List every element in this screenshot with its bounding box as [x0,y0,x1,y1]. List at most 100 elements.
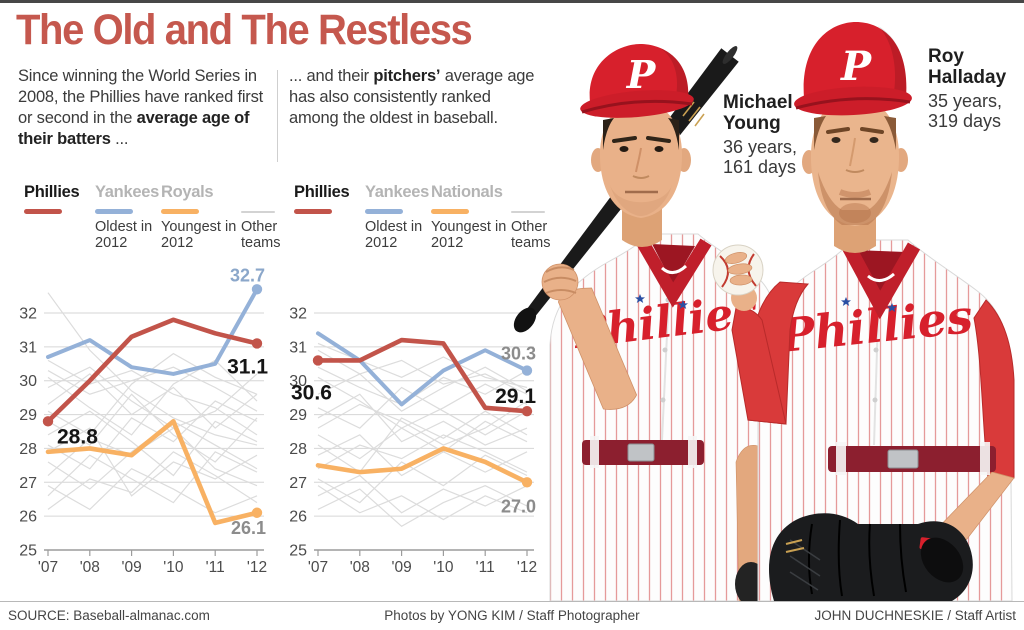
intro-right-bold: pitchers’ [373,67,441,85]
svg-text:'12: '12 [517,559,537,576]
legend-team-label: Nationals [431,183,503,201]
undershirt [854,250,906,296]
legend-note: Oldest in 2012 [95,219,153,252]
swoosh-icon [867,272,895,282]
svg-text:26.1: 26.1 [231,518,266,538]
svg-text:30.6: 30.6 [291,381,332,404]
artist-credit: JOHN DUCHNESKIE / Staff Artist [814,608,1016,623]
batters-chart: 25 26 27 28 29 30 31 32 '07 '08 '09 '10 '11 '12 28.8 31… [19,265,268,576]
baseball-glove-icon [769,513,973,601]
intro-right-part1: ... and their [289,67,374,85]
svg-text:'09: '09 [121,559,141,576]
legend-line-swatch [294,209,332,214]
legend-line-swatch [161,209,199,214]
intro-left-part1: Since winning the World Series in 2008, … [18,67,264,127]
undershirt [652,244,695,284]
batters-legend: Phillies Yankees Oldest in 2012 Royals Y… [24,183,293,251]
svg-text:29: 29 [289,407,307,424]
svg-text:30: 30 [19,373,37,390]
svg-text:31: 31 [289,339,307,356]
svg-text:'08: '08 [80,559,100,576]
legend-item: Other teams [241,183,293,251]
pitchers-legend: Phillies Yankees Oldest in 2012 National… [294,183,563,251]
legend-note: Youngest in 2012 [161,219,237,252]
svg-text:28.8: 28.8 [57,425,98,448]
source-credit: SOURCE: Baseball-almanac.com [8,608,210,623]
svg-text:26: 26 [19,509,37,526]
intro-batters-text: Since winning the World Series in 2008, … [18,66,270,150]
intro-pitchers-text: ... and their pitchers’ average age has … [289,66,537,129]
collar-trim [839,238,921,320]
legend-team-label: Yankees [95,183,159,201]
legend-item: Phillies [294,183,365,251]
cap-letter: P [840,43,873,90]
svg-text:25: 25 [289,543,307,560]
svg-text:'10: '10 [433,559,454,576]
svg-text:'11: '11 [476,559,495,576]
cap-letter: P [626,52,657,97]
legend-team-label: Royals [161,183,214,201]
legend-item: Phillies [24,183,95,251]
phillies-cap-icon: P [580,44,694,118]
legend-line-swatch [365,209,403,214]
halladay-ball-arm [712,244,810,425]
svg-text:30.3: 30.3 [501,344,536,364]
legend-item: Yankees Oldest in 2012 [365,183,431,251]
svg-text:31.1: 31.1 [227,355,268,378]
legend-item: Yankees Oldest in 2012 [95,183,161,251]
belt [582,436,704,468]
svg-text:'12: '12 [247,559,267,576]
svg-text:25: 25 [19,543,37,560]
svg-text:32: 32 [289,306,307,323]
phillies-cap-icon: P [794,22,912,116]
young-fist [541,263,579,301]
legend-note: Oldest in 2012 [365,219,423,252]
footer-rule [0,601,1024,602]
svg-text:'10: '10 [163,559,184,576]
legend-item: Royals Youngest in 2012 [161,183,241,251]
legend-note: Other teams [511,219,551,252]
legend-note: Other teams [241,219,281,252]
legend-line-swatch [241,211,275,213]
svg-text:'09: '09 [391,559,411,576]
pitchers-chart: 25 26 27 28 29 30 31 32 '07 '08 '09 '10 '11 '12 30.6 29… [289,306,537,576]
svg-text:'07: '07 [308,559,328,576]
intro-left-part2: ... [110,129,129,148]
intro-left-bold: average age of their batters [18,108,250,148]
collar-trim [634,234,712,308]
intro-right-part2: average age has also consistently ranked… [289,67,535,127]
svg-text:28: 28 [19,441,37,458]
label-roy-halladay: Roy Halladay 35 years, 319 days [928,46,1024,132]
svg-text:31: 31 [19,339,37,356]
svg-text:29.1: 29.1 [495,385,536,408]
halladay-head [802,98,908,253]
legend-line-swatch [431,209,469,214]
young-head [591,103,691,247]
svg-text:'07: '07 [38,559,58,576]
legend-item: Nationals Youngest in 2012 [431,183,511,251]
player-name: Michael Young [723,92,793,135]
page-title: The Old and The Restless [16,6,473,54]
svg-text:27: 27 [19,475,37,492]
legend-line-swatch [511,211,545,213]
legend-line-swatch [95,209,133,214]
photo-credit: Photos by YONG KIM / Staff Photographer [384,608,640,623]
top-rule [0,0,1024,3]
player-age: 35 years, 319 days [928,90,1003,132]
legend-item: Other teams [511,183,563,251]
svg-text:32: 32 [19,306,37,323]
svg-text:26: 26 [289,509,307,526]
svg-text:29: 29 [19,407,37,424]
label-michael-young: Michael Young 36 years, 161 days [723,92,819,178]
swoosh-icon [660,264,688,274]
legend-team-label: Phillies [294,183,350,201]
player-michael-young: Phillies [513,44,783,601]
legend-team-label: Phillies [24,183,80,201]
belt [828,442,996,475]
svg-text:'11: '11 [206,559,225,576]
player-name: Roy Halladay [928,46,1007,89]
svg-text:27: 27 [289,475,307,492]
svg-text:'08: '08 [350,559,370,576]
column-divider [277,70,278,162]
